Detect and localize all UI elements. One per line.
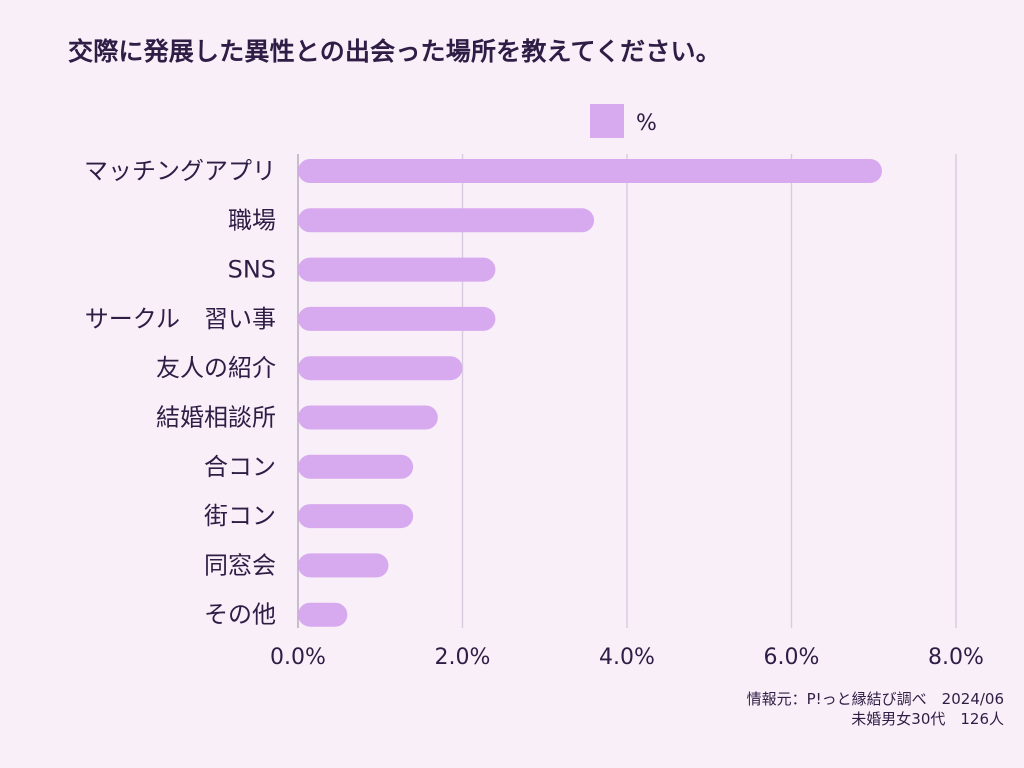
category-label-7: 街コン bbox=[204, 502, 276, 530]
category-label-5: 結婚相談所 bbox=[156, 404, 276, 432]
legend-swatch bbox=[590, 104, 624, 138]
bar-8 bbox=[298, 553, 389, 578]
x-axis-ticks: 0.0% 2.0% 4.0% 6.0% 8.0% bbox=[270, 645, 984, 670]
bar-6 bbox=[298, 454, 414, 479]
category-label-2: SNS bbox=[228, 256, 276, 284]
bar-0 bbox=[298, 159, 882, 183]
category-label-3: サークル 習い事 bbox=[85, 305, 276, 333]
x-tick-label-0: 0.0% bbox=[270, 645, 326, 670]
bars bbox=[298, 159, 882, 627]
bar-3 bbox=[298, 306, 496, 331]
grid-lines bbox=[297, 154, 957, 628]
bar-7 bbox=[298, 504, 414, 529]
bar-4 bbox=[298, 356, 463, 381]
x-tick-label-1: 2.0% bbox=[435, 645, 491, 670]
category-label-9: その他 bbox=[204, 601, 276, 629]
bar-9 bbox=[298, 602, 348, 627]
category-label-4: 友人の紹介 bbox=[156, 354, 276, 382]
category-label-0: マッチングアプリ bbox=[84, 157, 276, 185]
x-tick-label-3: 6.0% bbox=[764, 645, 820, 670]
bar-1 bbox=[298, 208, 595, 233]
source-line-2: 未婚男女30代 126人 bbox=[851, 710, 1004, 728]
x-tick-label-2: 4.0% bbox=[599, 645, 655, 670]
x-tick-label-4: 8.0% bbox=[928, 645, 984, 670]
legend-label: % bbox=[636, 111, 657, 136]
category-label-1: 職場 bbox=[228, 206, 276, 234]
bar-2 bbox=[298, 257, 496, 282]
bar-5 bbox=[298, 405, 438, 430]
category-label-8: 同窓会 bbox=[204, 551, 276, 579]
chart-title: 交際に発展した異性との出会った場所を教えてください。 bbox=[68, 37, 721, 66]
category-label-6: 合コン bbox=[204, 453, 276, 481]
source-line-1: 情報元：P!っと縁結び調べ 2024/06 bbox=[747, 690, 1004, 708]
